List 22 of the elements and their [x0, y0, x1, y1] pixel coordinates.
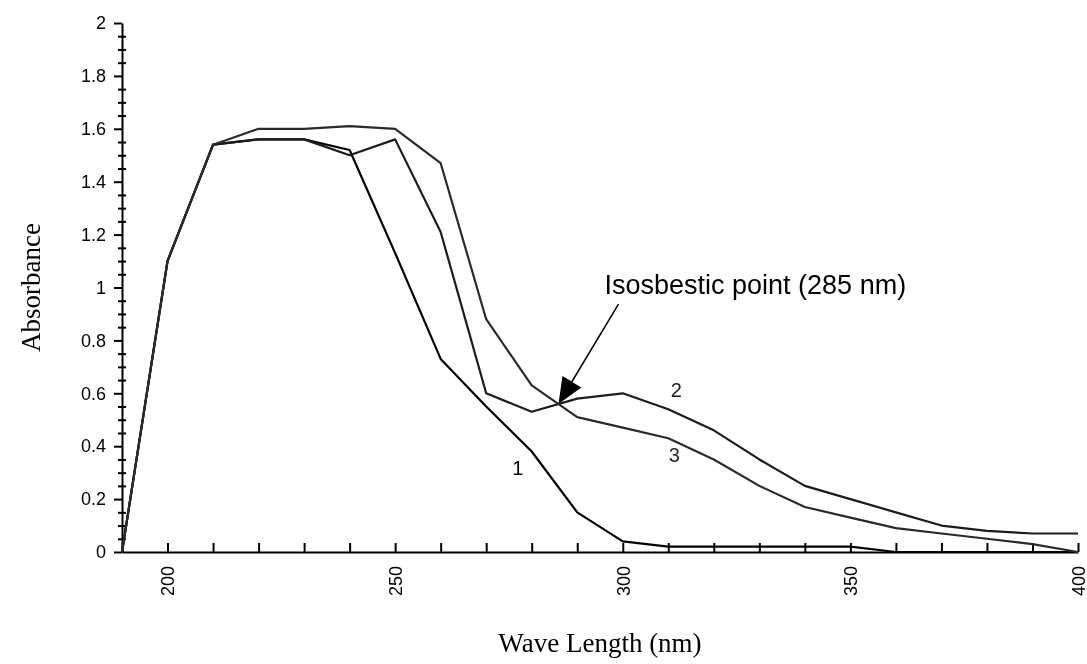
y-tick-label: 0.4	[80, 436, 106, 457]
y-tick-label: 0	[95, 542, 106, 563]
x-tick-label: 200	[158, 566, 179, 597]
x-tick-label: 300	[613, 566, 634, 597]
y-tick-label: 1.8	[80, 66, 106, 87]
y-tick-label: 1.4	[80, 171, 106, 192]
y-tick-label: 0.2	[80, 489, 106, 510]
y-axis-title: Absorbance	[16, 223, 46, 352]
series-label: 3	[668, 444, 680, 467]
y-tick-label: 0.8	[80, 330, 106, 351]
x-tick-label: 350	[841, 566, 862, 597]
x-tick-label: 250	[385, 566, 406, 597]
y-tick-label: 2	[95, 13, 106, 34]
x-tick-label: 400	[1068, 566, 1087, 597]
y-tick-label: 1.6	[80, 119, 106, 140]
y-tick-label: 0.6	[80, 383, 106, 404]
annotation: Isosbestic point (285 nm)	[604, 270, 907, 301]
y-tick-label: 1.2	[80, 224, 106, 245]
series-label: 1	[512, 457, 524, 480]
x-axis-title: Wave Length (nm)	[498, 628, 702, 658]
y-tick-label: 1	[95, 277, 106, 298]
series-label: 2	[670, 379, 682, 402]
